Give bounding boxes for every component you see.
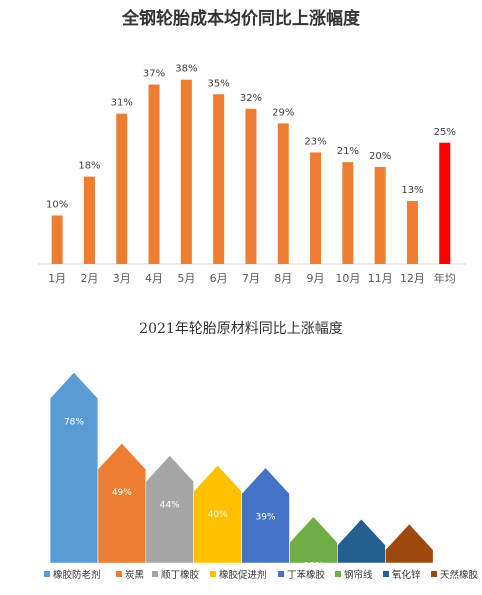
chart1-data-label: 32% [240, 93, 262, 104]
chart2-legend-label: 橡胶防老剂 [53, 569, 101, 581]
chart1-bar [374, 167, 386, 264]
chart1-tick-label: 2月 [80, 272, 98, 285]
chart1-tick-label: 3月 [113, 272, 131, 285]
chart2-legend-label: 炭黑 [125, 570, 145, 581]
chart1-tick-label: 4月 [145, 272, 163, 285]
chart2-legend-swatch [210, 571, 216, 577]
chart1-title: 全钢轮胎成本均价同比上涨幅度 [122, 9, 360, 29]
chart1-tick-label: 6月 [210, 272, 228, 285]
chart1-bar [342, 162, 354, 264]
chart2-legend-label: 天然橡胶 [440, 569, 479, 581]
chart1-bar [51, 215, 63, 264]
chart2-legend-swatch [278, 571, 284, 577]
chart1-bar [116, 113, 128, 265]
chart2-legend-swatch [383, 571, 389, 577]
chart2-legend-label: 顺丁橡胶 [161, 569, 200, 581]
chart1-tick-label: 12月 [400, 272, 425, 285]
chart2-bar [193, 464, 242, 564]
chart1-bar [180, 79, 192, 264]
chart1-bar [148, 84, 160, 264]
chart2-legend-swatch [431, 571, 437, 577]
chart1-data-label: 13% [401, 185, 423, 196]
chart1-tick-label: 5月 [177, 272, 195, 285]
chart2-data-label: 44% [160, 500, 180, 510]
chart1-data-label: 31% [111, 98, 133, 109]
chart2: 78% 49% 44% 40% 39% 19% 18% 16% 橡胶防老剂 炭黑 顺丁橡胶 橡胶促进剂… [44, 371, 479, 581]
chart1-tick-label: 11月 [368, 272, 393, 285]
chart1-data-label: 18% [78, 161, 100, 172]
chart1-data-label: 35% [208, 78, 230, 89]
chart2-bar [337, 518, 386, 564]
chart2-data-label: 78% [64, 417, 84, 427]
chart1: 10% 1月 18% 2月 31% 3月 37% 4月 38% 5月 35% 6月 32% 7月 29% 8月… [38, 64, 466, 285]
chart2-bar [145, 455, 194, 564]
chart2-bar [97, 442, 147, 564]
chart1-data-label: 23% [304, 136, 326, 147]
chart2-legend-label: 钢帘线 [344, 569, 373, 581]
chart1-tick-label: 1月 [48, 272, 66, 285]
chart2-data-label: 40% [208, 510, 228, 520]
chart2-bar [49, 371, 99, 564]
chart2-data-label: 18% [351, 564, 371, 574]
chart2-legend-swatch [116, 571, 122, 577]
chart1-data-label: 21% [337, 146, 359, 157]
chart2-legend-label: 橡胶促进剂 [219, 569, 267, 581]
chart1-bar [213, 94, 225, 264]
chart1-tick-label: 7月 [242, 272, 260, 285]
chart1-tick-label: 8月 [274, 272, 292, 285]
chart2-legend-label: 丁苯橡胶 [287, 569, 326, 581]
chart1-bar [406, 200, 418, 264]
chart1-data-label: 25% [434, 127, 456, 138]
chart1-bar [310, 152, 322, 264]
chart2-legend-swatch [44, 571, 50, 577]
chart1-tick-label: 9月 [307, 272, 325, 285]
chart2-data-label: 19% [303, 562, 323, 572]
chart1-tick-label: 10月 [335, 272, 360, 285]
chart2-title: 2021年轮胎原材料同比上涨幅度 [139, 321, 343, 337]
chart2-legend-swatch [335, 571, 341, 577]
chart1-data-label: 29% [272, 107, 294, 118]
chart2-data-label: 16% [399, 569, 419, 579]
chart1-bar [245, 108, 257, 264]
chart2-data-label: 39% [256, 513, 276, 523]
chart2-bar [289, 516, 338, 564]
chart1-bar [277, 123, 289, 264]
chart1-tick-label: 年均 [434, 271, 456, 285]
chart1-bar [439, 142, 451, 264]
chart1-bar [83, 176, 95, 264]
chart2-bar [241, 467, 290, 564]
chart1-data-label: 20% [369, 151, 391, 162]
chart1-data-label: 38% [175, 64, 197, 75]
chart2-legend-label: 氧化锌 [392, 569, 421, 581]
chart2-legend-swatch [152, 571, 158, 577]
chart1-data-label: 37% [143, 69, 165, 80]
chart1-data-label: 10% [46, 200, 68, 211]
chart2-data-label: 49% [112, 488, 132, 498]
chart2-bar [384, 523, 434, 564]
